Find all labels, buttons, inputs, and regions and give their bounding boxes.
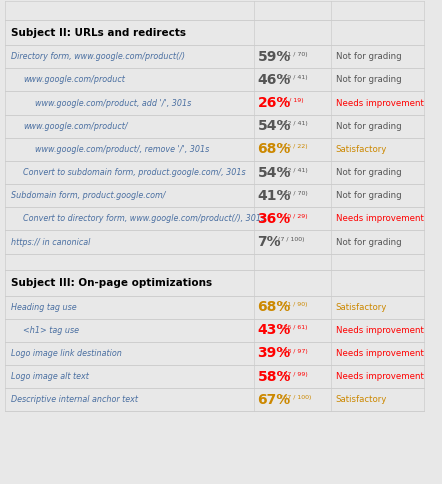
Text: Satisfactory: Satisfactory [336, 302, 387, 312]
Text: 67%: 67% [257, 393, 291, 407]
Text: Needs improvement: Needs improvement [336, 372, 423, 381]
Text: 54%: 54% [257, 166, 291, 180]
Text: (10 / 29): (10 / 29) [281, 214, 308, 219]
Text: www.google.com/product: www.google.com/product [23, 76, 125, 84]
Text: Subdomain form, product.google.com/: Subdomain form, product.google.com/ [11, 191, 166, 200]
Text: Heading tag use: Heading tag use [11, 302, 77, 312]
Text: Logo image link destination: Logo image link destination [11, 349, 122, 358]
Text: (19 / 41): (19 / 41) [281, 75, 308, 80]
Text: www.google.com/product/: www.google.com/product/ [23, 121, 128, 131]
Text: (29 / 70): (29 / 70) [281, 191, 308, 196]
Text: Needs improvement: Needs improvement [336, 99, 423, 107]
Text: 39%: 39% [257, 347, 291, 361]
Text: 46%: 46% [257, 73, 291, 87]
Text: 43%: 43% [257, 323, 291, 337]
Text: (38 / 97): (38 / 97) [281, 348, 308, 354]
Text: 54%: 54% [257, 119, 291, 133]
Text: Logo image alt text: Logo image alt text [11, 372, 89, 381]
Text: 58%: 58% [257, 370, 291, 384]
Text: Not for grading: Not for grading [336, 76, 401, 84]
Text: (7 / 100): (7 / 100) [278, 237, 305, 242]
Text: Needs improvement: Needs improvement [336, 214, 423, 223]
Text: Subject III: On-page optimizations: Subject III: On-page optimizations [11, 278, 213, 288]
Text: 68%: 68% [257, 300, 291, 314]
Text: Satisfactory: Satisfactory [336, 395, 387, 404]
Text: Convert to subdomain form, product.google.com/, 301s: Convert to subdomain form, product.googl… [23, 168, 246, 177]
Text: Needs improvement: Needs improvement [336, 326, 423, 335]
Text: (57 / 99): (57 / 99) [281, 372, 308, 377]
Text: Subject II: URLs and redirects: Subject II: URLs and redirects [11, 28, 187, 38]
Text: (61 / 90): (61 / 90) [281, 302, 307, 307]
Text: (41 / 70): (41 / 70) [281, 52, 308, 57]
Text: 26%: 26% [257, 96, 291, 110]
Text: (22 / 41): (22 / 41) [281, 167, 308, 173]
Text: Not for grading: Not for grading [336, 168, 401, 177]
Text: 36%: 36% [257, 212, 291, 226]
Text: (26 / 61): (26 / 61) [281, 325, 307, 331]
Text: 59%: 59% [257, 50, 291, 64]
Text: www.google.com/product/, remove '/', 301s: www.google.com/product/, remove '/', 301… [35, 145, 210, 154]
Text: https:// in canonical: https:// in canonical [11, 238, 91, 246]
Text: Needs improvement: Needs improvement [336, 349, 423, 358]
Text: (5 / 19): (5 / 19) [281, 98, 303, 103]
Text: Directory form, www.google.com/product(/): Directory form, www.google.com/product(/… [11, 52, 185, 61]
Text: <h1> tag use: <h1> tag use [23, 326, 79, 335]
Text: Satisfactory: Satisfactory [336, 145, 387, 154]
Text: Not for grading: Not for grading [336, 121, 401, 131]
Text: Descriptive internal anchor text: Descriptive internal anchor text [11, 395, 138, 404]
Text: 7%: 7% [257, 235, 281, 249]
Text: (15 / 22): (15 / 22) [281, 144, 308, 150]
Text: www.google.com/product, add '/', 301s: www.google.com/product, add '/', 301s [35, 99, 191, 107]
Text: Not for grading: Not for grading [336, 238, 401, 246]
Text: (22 / 41): (22 / 41) [281, 121, 308, 126]
Text: Not for grading: Not for grading [336, 191, 401, 200]
Text: 68%: 68% [257, 142, 291, 156]
Text: 41%: 41% [257, 189, 291, 203]
Text: Convert to directory form, www.google.com/product(/), 301s: Convert to directory form, www.google.co… [23, 214, 265, 223]
Text: (67 / 100): (67 / 100) [281, 395, 311, 400]
Text: Not for grading: Not for grading [336, 52, 401, 61]
